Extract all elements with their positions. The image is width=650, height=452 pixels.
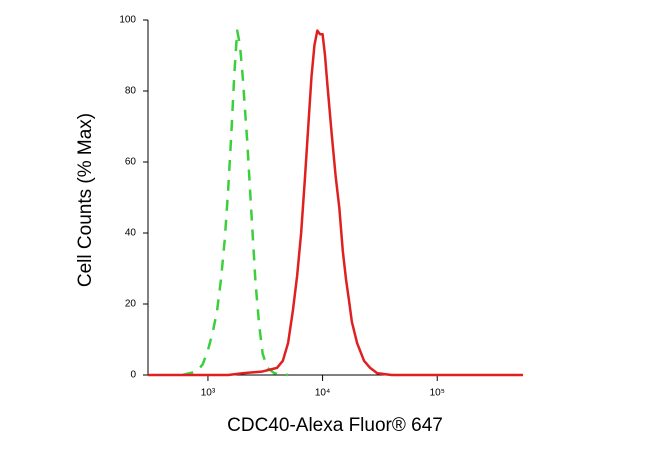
y-tick-label: 0 [130, 370, 136, 381]
x-tick-label: 10⁴ [315, 388, 330, 399]
x-tick-label: 10⁵ [430, 388, 445, 399]
x-tick-label: 10³ [201, 388, 216, 399]
y-tick-label: 20 [125, 299, 137, 310]
series-line [148, 29, 523, 377]
y-tick-label: 60 [125, 157, 137, 168]
x-axis-title: CDC40-Alexa Fluor® 647 [227, 415, 443, 436]
series-line [182, 29, 289, 377]
y-tick-label: 80 [125, 86, 137, 97]
y-tick-label: 40 [125, 228, 137, 239]
y-tick-label: 100 [119, 15, 136, 26]
y-axis-title: Cell Counts (% Max) [75, 113, 96, 287]
